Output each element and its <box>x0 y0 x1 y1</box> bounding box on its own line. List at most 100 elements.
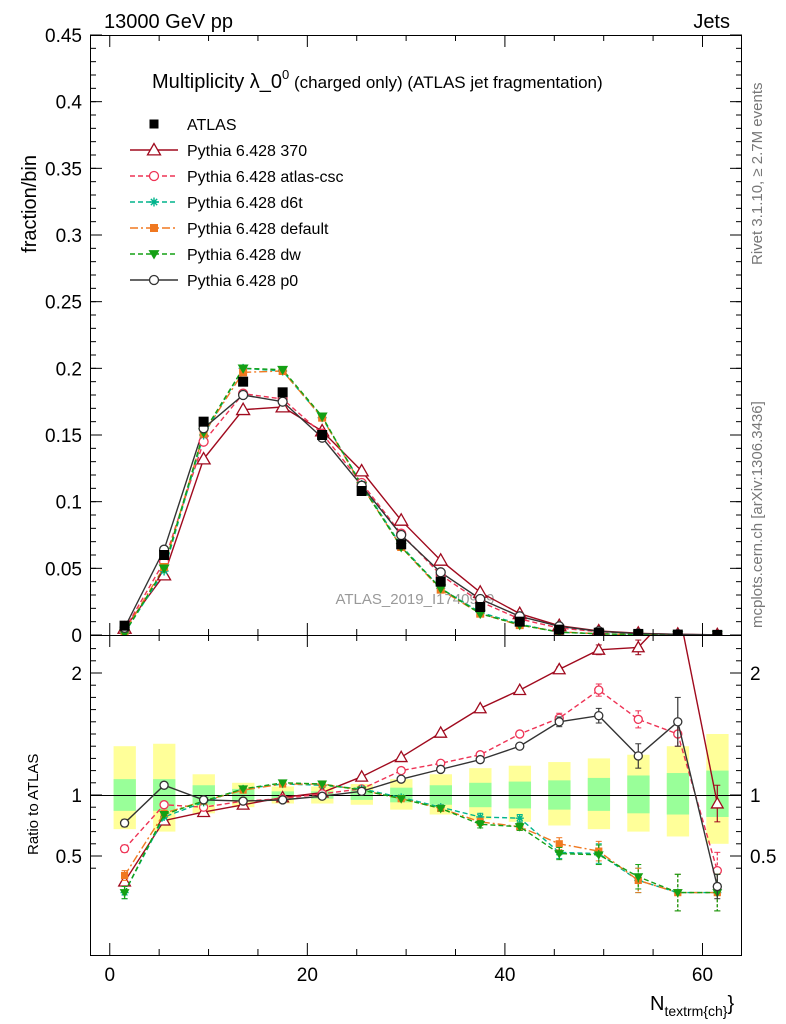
ratio-line-atlas_csc <box>124 689 718 871</box>
ratio-point-p370 <box>631 640 646 653</box>
chart-title-suffix: (charged only) (ATLAS jet fragmentation) <box>289 73 602 92</box>
main-point-p370 <box>433 552 449 566</box>
legend-label-atlas_csc: Pythia 6.428 atlas-csc <box>187 169 344 186</box>
ratio-point-dw <box>475 820 486 830</box>
ratio-series-layer <box>117 635 725 912</box>
ratio-point-atlas_csc <box>633 714 643 725</box>
ratio-point-dw <box>593 851 604 860</box>
ratio-point-p0 <box>159 780 169 790</box>
main-point-dw <box>237 364 249 374</box>
ratio-point-p370 <box>394 750 409 763</box>
ratio-point-p370 <box>354 769 369 782</box>
main-point-ATLAS <box>712 629 723 635</box>
ratio-point-p370 <box>473 701 488 714</box>
ratio-point-dw <box>238 785 249 794</box>
main-point-ATLAS <box>159 550 170 560</box>
main-y-tick-label: 0.2 <box>56 359 82 380</box>
ratio-line-p0 <box>124 714 718 887</box>
ratio-point-dw <box>317 780 328 789</box>
ratio-point-dw <box>277 779 288 788</box>
band-inner-bin <box>587 777 611 811</box>
x-tick-label: 0 <box>104 965 115 986</box>
band-inner-bin <box>666 773 690 815</box>
legend-marker-p0 <box>148 274 160 286</box>
ratio-point-p0 <box>554 717 564 727</box>
main-point-p0 <box>277 396 288 407</box>
ratio-point-p0 <box>712 881 723 892</box>
main-y-tick-label: 0.4 <box>56 93 83 114</box>
chart-title-main: Multiplicity λ_0 <box>152 71 282 93</box>
main-line-default <box>123 370 718 635</box>
main-point-ATLAS <box>356 486 367 496</box>
ratio-line-p370 <box>123 635 718 883</box>
ratio-y-label: Ratio to ATLAS <box>25 754 42 855</box>
ratio-point-dw <box>119 889 130 898</box>
ratio-y-tick-label: 1 <box>71 786 82 807</box>
main-series-layer <box>116 363 723 635</box>
ratio-point-atlas_csc <box>119 843 130 854</box>
ratio-line-dw <box>123 782 718 894</box>
main-y-tick-label: 0 <box>71 626 82 647</box>
legend-label-default: Pythia 6.428 default <box>187 221 329 238</box>
main-point-ATLAS <box>277 387 288 398</box>
ratio-y-tick-label-right: 2 <box>750 664 761 685</box>
ratio-point-dw <box>435 804 446 814</box>
ratio-point-p0 <box>475 754 485 765</box>
ratio-y-tick-label: 0.5 <box>56 847 82 868</box>
main-y-tick-label: 0.25 <box>45 293 82 314</box>
ratio-point-p0 <box>396 774 406 784</box>
main-point-ATLAS <box>238 376 249 387</box>
chart-title-sup: 0 <box>282 67 289 82</box>
ratio-point-dw <box>514 823 525 832</box>
legend-label-d6t: Pythia 6.428 d6t <box>187 195 303 212</box>
main-point-dw <box>474 609 486 620</box>
site-label: mcplots.cern.ch [arXiv:1306.3436] <box>749 401 766 628</box>
ratio-point-default <box>120 871 129 880</box>
ratio-point-atlas_csc <box>159 800 169 810</box>
main-point-p370 <box>354 463 370 477</box>
ratio-point-p0 <box>356 786 367 797</box>
ratio-point-p0 <box>594 711 604 721</box>
main-point-ATLAS <box>435 576 446 587</box>
watermark: ATLAS_2019_I1740909 <box>335 591 494 608</box>
main-y-tick-label: 0.15 <box>45 426 82 447</box>
main-y-tick-label: 0.35 <box>45 159 82 180</box>
main-point-p370 <box>235 401 251 416</box>
legend-label-dw: Pythia 6.428 dw <box>187 247 301 264</box>
chart-title: Multiplicity λ_00 (charged only) (ATLAS … <box>152 67 603 93</box>
main-point-p370 <box>195 451 212 465</box>
ratio-point-dw <box>672 889 683 898</box>
ratio-y-tick-label: 2 <box>71 664 82 685</box>
ratio-point-p370 <box>591 642 606 655</box>
ratio-point-atlas_csc <box>396 765 406 776</box>
main-point-ATLAS <box>672 629 683 635</box>
legend: ATLAS Pythia 6.428 370 Pythia 6.428 atlas-… <box>130 117 344 290</box>
legend-marker-ATLAS <box>149 119 159 129</box>
ratio-point-p370 <box>552 662 567 675</box>
ratio-point-p370 <box>512 682 527 696</box>
main-point-p0 <box>396 529 407 541</box>
ratio-point-d6t <box>515 814 524 823</box>
x-axis-label-main: N <box>650 993 664 1015</box>
main-point-dw <box>316 412 328 422</box>
legend-marker-p370 <box>146 142 162 156</box>
main-point-p0 <box>435 567 446 578</box>
ratio-point-atlas_csc <box>515 729 525 739</box>
ratio-point-p0 <box>633 751 643 761</box>
legend-label-p370: Pythia 6.428 370 <box>187 143 307 160</box>
legend-marker-atlas_csc <box>148 170 160 182</box>
ratio-point-dw <box>554 850 565 859</box>
x-axis-label-close: } <box>727 993 734 1015</box>
ratio-point-p0 <box>238 796 248 806</box>
ratio-point-p0 <box>515 741 525 751</box>
main-y-tick-label: 0.3 <box>56 226 82 247</box>
main-point-ATLAS <box>554 624 565 635</box>
ratio-y-tick-label-right: 0.5 <box>750 847 776 868</box>
main-point-ATLAS <box>514 616 525 627</box>
x-tick-label: 60 <box>692 965 713 986</box>
main-point-ATLAS <box>198 416 209 427</box>
ratio-point-p0 <box>435 764 446 775</box>
main-point-ATLAS <box>317 430 328 440</box>
main-point-ATLAS <box>396 539 407 550</box>
